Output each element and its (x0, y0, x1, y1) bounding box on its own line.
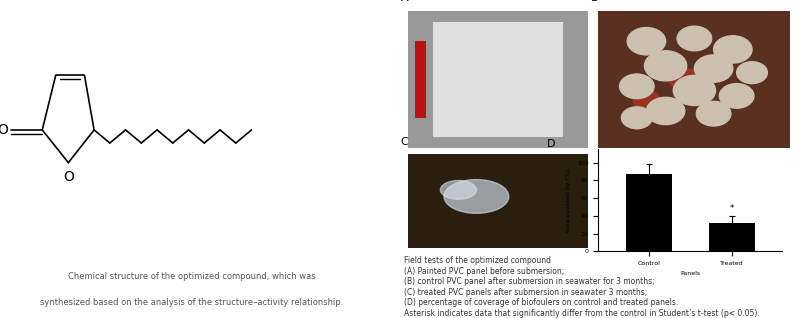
Circle shape (694, 55, 733, 82)
Circle shape (440, 181, 477, 199)
Circle shape (619, 74, 654, 99)
Circle shape (444, 180, 509, 213)
Text: O: O (0, 123, 8, 137)
Text: O: O (63, 170, 74, 184)
Text: synthesized based on the analysis of the structure–activity relationship.: synthesized based on the analysis of the… (40, 298, 344, 307)
Circle shape (670, 69, 700, 90)
Circle shape (719, 84, 754, 108)
Text: (C) treated PVC panels after submersion in seawater 3 months;: (C) treated PVC panels after submersion … (404, 287, 647, 297)
Text: *: * (730, 204, 734, 213)
Circle shape (633, 90, 660, 110)
Circle shape (714, 36, 752, 63)
Text: D: D (547, 139, 555, 149)
Circle shape (674, 75, 715, 106)
Circle shape (645, 51, 686, 81)
Circle shape (622, 107, 652, 129)
Text: A: A (401, 0, 409, 3)
Bar (434, 22, 562, 137)
Text: B: B (590, 0, 598, 3)
Bar (710, 223, 755, 251)
Bar (626, 174, 671, 251)
Circle shape (627, 28, 666, 55)
Text: Field tests of the optimized compound: Field tests of the optimized compound (404, 256, 551, 265)
Text: (A) Painted PVC panel before submersion;: (A) Painted PVC panel before submersion; (404, 266, 564, 275)
Text: Chemical structure of the optimized compound, which was: Chemical structure of the optimized comp… (68, 272, 316, 281)
Y-axis label: Area covered by (%): Area covered by (%) (566, 168, 571, 232)
Circle shape (696, 101, 731, 126)
Text: C: C (401, 137, 409, 147)
X-axis label: Panels: Panels (680, 272, 701, 276)
Circle shape (646, 97, 685, 125)
Bar (415, 41, 426, 118)
Circle shape (677, 26, 712, 51)
Circle shape (737, 62, 767, 84)
Text: Asterisk indicates data that significantly differ from the control in Student’s : Asterisk indicates data that significant… (404, 309, 760, 318)
Text: (B) control PVC panel after submersion in seawater for 3 months;: (B) control PVC panel after submersion i… (404, 277, 654, 286)
Text: (D) percentage of coverage of biofoulers on control and treated panels.: (D) percentage of coverage of biofoulers… (404, 298, 678, 307)
